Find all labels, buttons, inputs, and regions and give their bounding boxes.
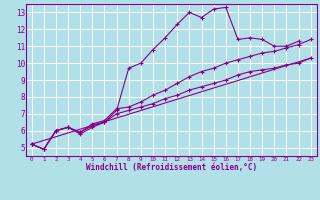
X-axis label: Windchill (Refroidissement éolien,°C): Windchill (Refroidissement éolien,°C)	[86, 163, 257, 172]
